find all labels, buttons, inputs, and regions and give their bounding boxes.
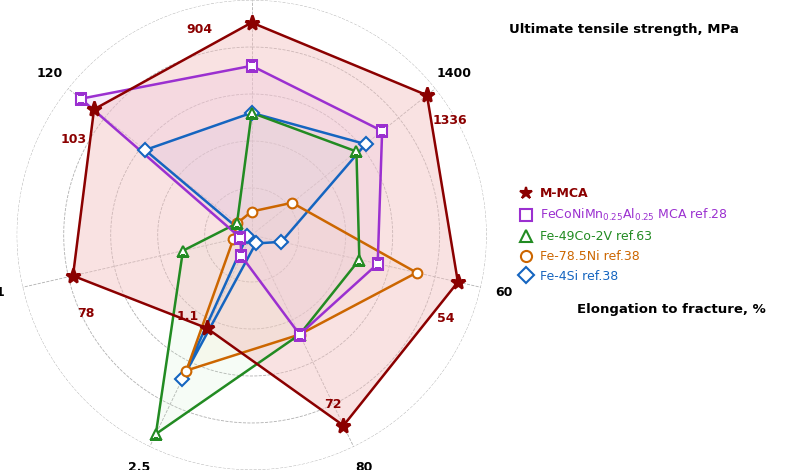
Text: 904: 904	[186, 23, 213, 36]
Text: 72: 72	[324, 398, 342, 411]
Polygon shape	[73, 23, 458, 425]
Text: 1400: 1400	[436, 67, 471, 80]
Polygon shape	[156, 113, 360, 434]
Text: Elongation to fracture, %: Elongation to fracture, %	[577, 303, 765, 316]
Polygon shape	[145, 113, 366, 379]
Legend: M-MCA, FeCoNiMn$_{0.25}$Al$_{0.25}$ MCA ref.28, Fe-49Co-2V ref.63, Fe-78.5Ni ref: M-MCA, FeCoNiMn$_{0.25}$Al$_{0.25}$ MCA …	[514, 182, 733, 288]
Text: 1: 1	[0, 286, 4, 299]
Text: 120: 120	[37, 67, 62, 80]
Text: 78: 78	[78, 307, 95, 320]
Polygon shape	[81, 66, 382, 335]
Text: 103: 103	[61, 133, 87, 146]
Text: 54: 54	[437, 312, 455, 325]
Text: 2.5: 2.5	[129, 462, 151, 470]
Polygon shape	[186, 203, 416, 370]
Text: Ultimate tensile strength, MPa: Ultimate tensile strength, MPa	[509, 24, 739, 36]
Text: 1.1: 1.1	[177, 310, 199, 322]
Text: 60: 60	[495, 286, 512, 299]
Text: 80: 80	[356, 462, 372, 470]
Text: 1336: 1336	[432, 114, 467, 127]
